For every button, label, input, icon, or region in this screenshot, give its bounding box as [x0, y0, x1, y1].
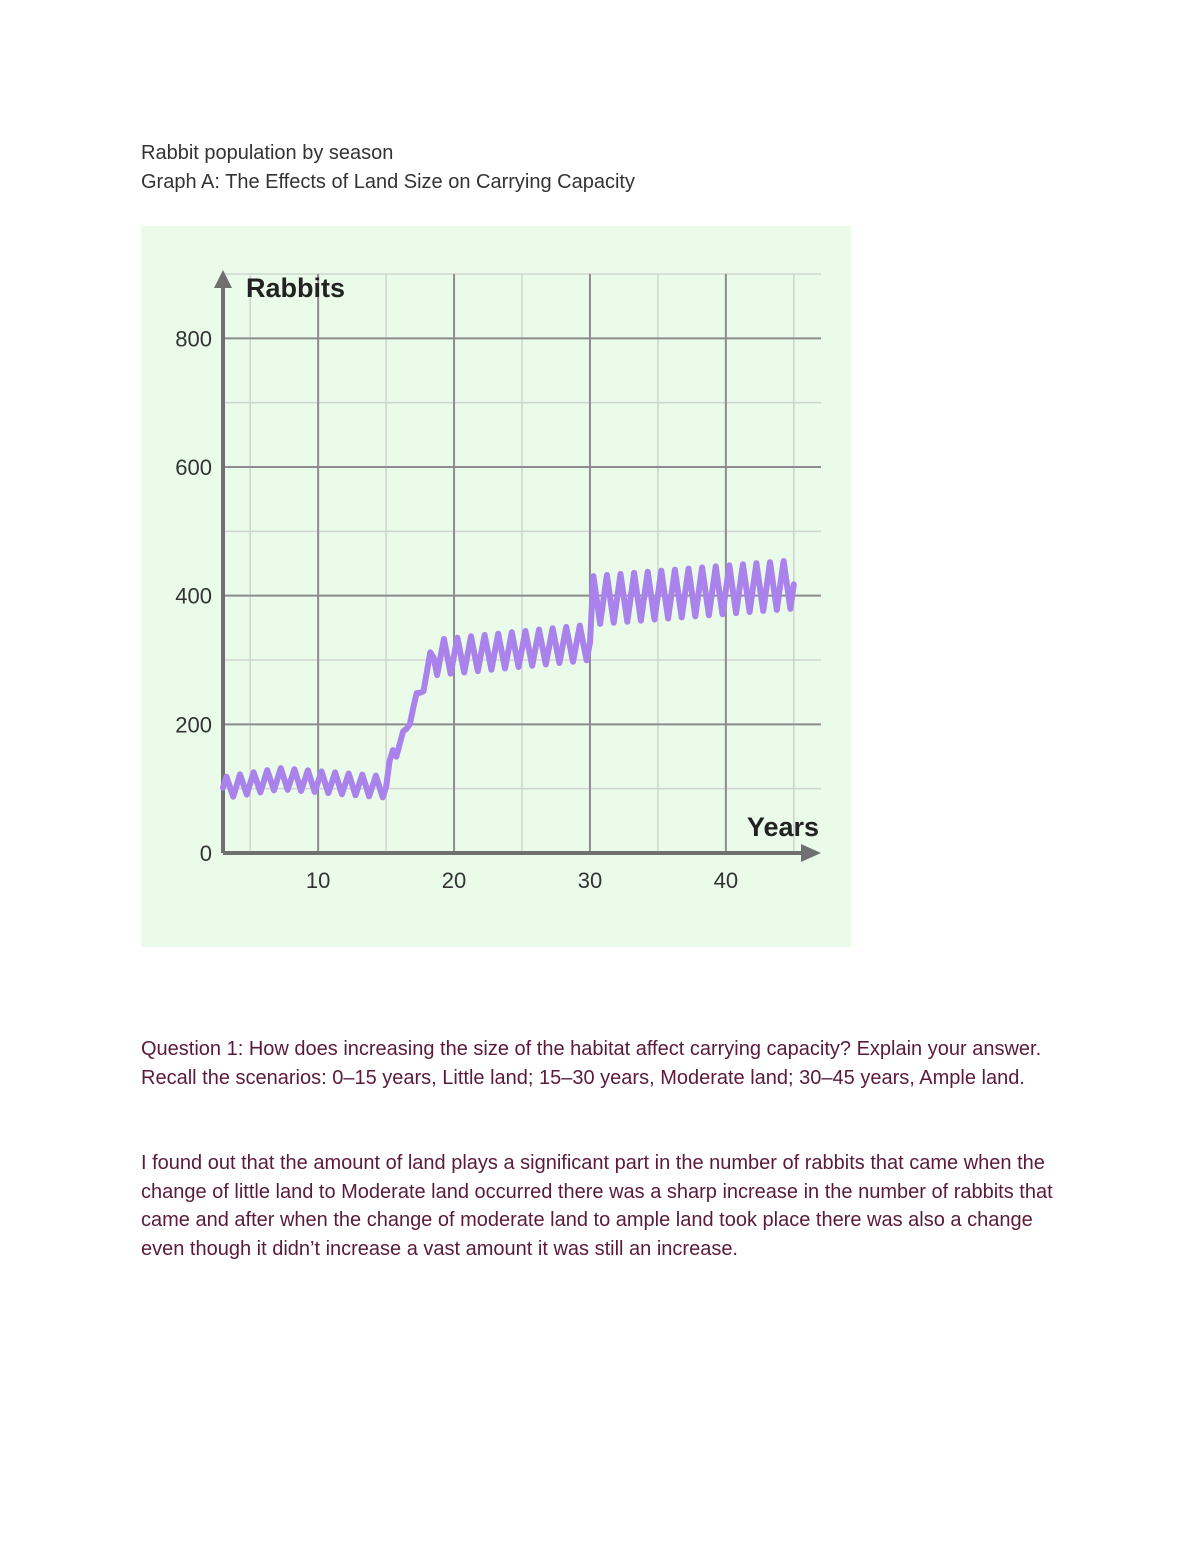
y-tick-label: 800 — [175, 326, 212, 351]
y-axis-label: Rabbits — [246, 273, 345, 303]
series-layer — [220, 558, 797, 801]
x-axis-label: Years — [747, 812, 819, 842]
x-axis-arrow — [801, 844, 821, 862]
rabbit-population-chart: 10 20 30 40 0 200 400 600 800 Rabbits Years — [141, 226, 851, 947]
rabbit-population-line — [220, 558, 797, 801]
question-1: Question 1: How does increasing the size… — [141, 1038, 1042, 1089]
y-tick-label: 400 — [175, 584, 212, 609]
graph-title: Graph A: The Effects of Land Size on Car… — [141, 171, 635, 193]
y-tick-label: 0 — [200, 841, 212, 866]
answer-text: I found out that the amount of land play… — [141, 1152, 1053, 1260]
x-tick-label: 10 — [306, 868, 330, 893]
document-title: Rabbit population by season — [141, 142, 394, 164]
x-tick-label: 20 — [442, 868, 466, 893]
y-axis-arrow — [214, 270, 232, 288]
y-tick-label: 200 — [175, 712, 212, 737]
grid-layer — [223, 273, 821, 853]
axis-layer — [214, 270, 821, 862]
x-tick-label: 30 — [578, 868, 602, 893]
y-tick-label: 600 — [175, 455, 212, 480]
x-tick-label: 40 — [714, 868, 738, 893]
